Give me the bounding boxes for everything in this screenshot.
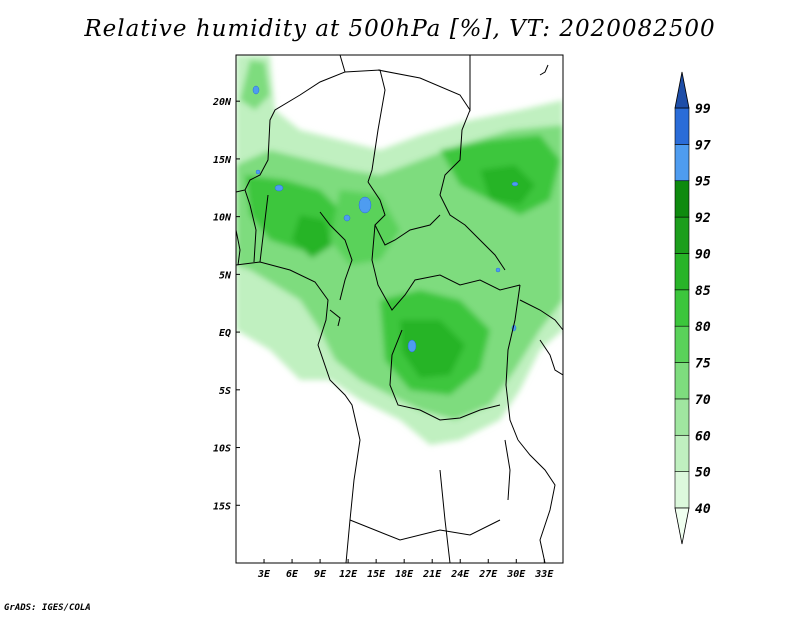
y-axis: 20N 15N 10N 5N EQ 5S 10S 15S — [212, 97, 240, 512]
x-tick-label: 9E — [314, 569, 327, 580]
colorbar-label: 40 — [695, 502, 711, 517]
colorbar-swatch — [674, 471, 690, 509]
colorbar-label: 85 — [695, 284, 711, 299]
x-tick-label: 21E — [422, 569, 442, 580]
humidity-field — [236, 55, 563, 563]
colorbar-label: 90 — [695, 247, 711, 262]
x-axis: 3E 6E 9E 12E 15E 18E 21E 24E 27E 30E 33E — [257, 559, 554, 580]
colorbar: 40 50 60 70 75 80 85 90 92 95 97 99 — [674, 71, 711, 545]
x-tick-label: 30E — [506, 569, 526, 580]
colorbar-swatch — [674, 325, 690, 363]
x-tick-label: 12E — [339, 569, 358, 580]
colorbar-swatch — [674, 144, 690, 182]
colorbar-max-arrow — [674, 71, 690, 109]
y-tick-label: 10S — [213, 444, 231, 455]
x-tick-label: 15E — [367, 569, 386, 580]
colorbar-label: 99 — [695, 102, 711, 117]
colorbar-swatch — [674, 362, 690, 400]
colorbar-label: 75 — [695, 357, 711, 372]
colorbar-label: 50 — [695, 466, 711, 481]
colorbar-min-arrow — [674, 507, 690, 545]
colorbar-swatch — [674, 434, 690, 472]
colorbar-label: 92 — [695, 211, 711, 226]
y-tick-label: 15S — [213, 501, 231, 512]
colorbar-label: 60 — [695, 429, 711, 444]
map-title: Relative humidity at 500hPa [%], VT: 202… — [84, 16, 716, 42]
x-tick-label: 3E — [257, 569, 271, 580]
colorbar-label: 80 — [695, 320, 711, 335]
map-frame — [235, 54, 564, 564]
colorbar-swatch — [674, 107, 690, 145]
y-tick-label: 10N — [213, 213, 232, 224]
y-tick-label: 20N — [212, 97, 232, 108]
x-tick-label: 33E — [534, 569, 554, 580]
x-tick-label: 24E — [450, 569, 470, 580]
y-tick-label: 5S — [219, 386, 231, 397]
x-tick-label: 18E — [395, 569, 414, 580]
colorbar-label: 97 — [695, 138, 711, 153]
y-tick-label: 5N — [219, 270, 232, 281]
colorbar-swatch — [674, 289, 690, 327]
colorbar-swatch — [674, 253, 690, 291]
x-tick-label: 27E — [478, 569, 498, 580]
colorbar-swatch — [674, 180, 690, 218]
colorbar-swatch — [674, 216, 690, 254]
colorbar-label: 95 — [695, 175, 711, 190]
colorbar-label: 70 — [695, 393, 711, 408]
grads-credit: GrADS: IGES/COLA — [4, 603, 91, 613]
y-tick-label: 15N — [213, 155, 232, 166]
y-tick-label: EQ — [219, 328, 231, 339]
x-tick-label: 6E — [286, 569, 299, 580]
colorbar-swatch — [674, 398, 690, 436]
